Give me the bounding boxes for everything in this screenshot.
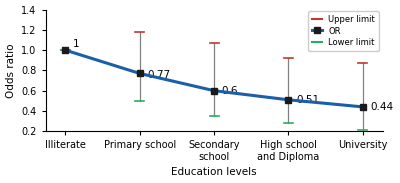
- Legend: Upper limit, OR, Lower limit: Upper limit, OR, Lower limit: [308, 11, 378, 51]
- Text: 0.44: 0.44: [370, 102, 394, 112]
- Text: 1: 1: [73, 39, 79, 49]
- Text: 0.6: 0.6: [222, 86, 238, 96]
- X-axis label: Education levels: Education levels: [171, 167, 257, 178]
- Text: 0.51: 0.51: [296, 95, 319, 105]
- Text: 0.77: 0.77: [147, 70, 170, 81]
- Y-axis label: Odds ratio: Odds ratio: [6, 43, 16, 98]
